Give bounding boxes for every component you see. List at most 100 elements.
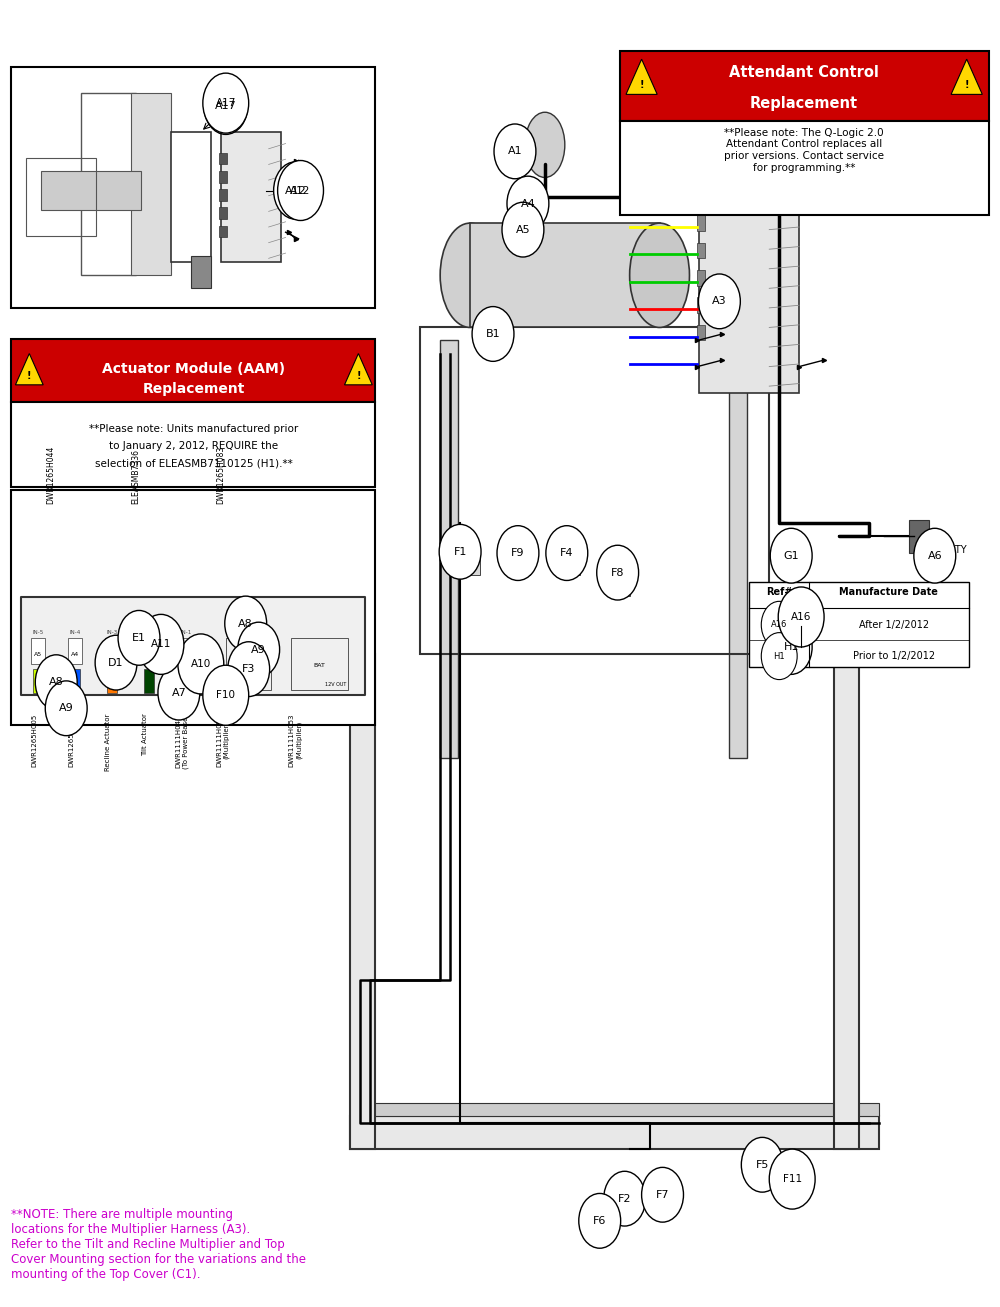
Text: A7: A7 [172,687,186,698]
Text: A12: A12 [290,186,311,196]
Ellipse shape [440,223,500,328]
Circle shape [502,203,544,257]
Text: DWR1111H053
(Multiplier): DWR1111H053 (Multiplier) [216,714,230,767]
Text: E1: E1 [132,633,146,643]
Circle shape [228,642,270,697]
Bar [350,1103,879,1116]
Bar [226,638,271,690]
Bar [41,171,141,210]
Bar [909,520,929,553]
Text: **NOTE: There are multiple mounting
locations for the Multiplier Harness (A3).
R: **NOTE: There are multiple mounting loca… [11,1208,306,1281]
Text: **Please note: Units manufactured prior: **Please note: Units manufactured prior [89,425,298,434]
Text: IN-5: IN-5 [33,630,44,635]
Circle shape [158,665,200,720]
Circle shape [225,596,267,651]
Circle shape [642,1167,683,1222]
Text: A10: A10 [191,659,211,669]
Bar [440,341,458,758]
Text: **Please note: The Q-Logic 2.0
Attendant Control replaces all
prior versions. Co: **Please note: The Q-Logic 2.0 Attendant… [724,128,884,173]
Text: A3: A3 [712,297,727,306]
Text: IN-1: IN-1 [180,630,191,635]
Text: A17: A17 [216,98,236,108]
Text: !: ! [356,371,361,382]
Text: Actuator Module (AAM): Actuator Module (AAM) [102,362,285,376]
Text: Attendant Control: Attendant Control [729,64,879,80]
Bar [697,325,705,341]
Circle shape [546,525,588,580]
Text: A12: A12 [285,186,306,196]
Bar [70,669,80,693]
Bar [106,631,161,647]
Circle shape [45,681,87,736]
Bar [697,271,705,286]
Polygon shape [345,353,372,384]
Text: Replacement: Replacement [750,97,858,111]
Bar [697,298,705,314]
Text: A2: A2 [145,652,153,657]
Bar [749,582,969,667]
Circle shape [494,124,536,179]
Text: A16: A16 [791,612,811,622]
Polygon shape [626,59,657,94]
Bar [11,490,375,725]
Text: DWR1265H083: DWR1265H083 [216,446,225,503]
Circle shape [770,620,812,674]
Text: After 1/2/2012: After 1/2/2012 [859,620,929,630]
Text: Prior to 1/2/2012: Prior to 1/2/2012 [853,651,935,661]
Text: A6: A6 [927,550,942,561]
Circle shape [741,1137,783,1192]
Text: F8: F8 [611,567,624,578]
Bar [66,686,84,702]
Text: F3: F3 [242,664,255,674]
Polygon shape [15,353,43,384]
Text: IN-3: IN-3 [106,630,118,635]
Text: A8: A8 [49,677,64,687]
Circle shape [178,634,224,694]
Text: Replacement: Replacement [143,382,245,396]
Circle shape [761,633,797,680]
Bar [780,1174,802,1195]
Text: Ref#: Ref# [766,587,792,597]
Text: Tilt Actuator: Tilt Actuator [142,714,148,757]
Bar [697,216,705,231]
Text: A17: A17 [215,101,237,111]
Bar [588,1216,610,1236]
Bar [460,552,480,575]
Text: A3: A3 [108,652,116,657]
Text: F1: F1 [453,546,467,557]
Circle shape [472,307,514,361]
Circle shape [914,528,956,583]
Bar [834,654,859,1149]
Bar [41,660,59,676]
Bar [105,638,119,664]
Bar [420,328,769,654]
Circle shape [203,73,249,133]
Circle shape [497,525,539,580]
Bar [81,93,136,276]
Text: A1: A1 [508,146,522,157]
Text: F9: F9 [511,548,525,558]
Bar [651,1189,673,1210]
Ellipse shape [630,223,689,328]
Bar [11,340,375,401]
Text: Recline Actuator: Recline Actuator [105,714,111,771]
Circle shape [579,1193,621,1248]
Text: IN-2: IN-2 [143,630,155,635]
Bar [510,552,530,575]
Circle shape [95,635,137,690]
Text: F6: F6 [593,1216,606,1226]
Text: H1: H1 [773,652,785,660]
Bar [219,153,227,165]
Circle shape [778,587,824,647]
Bar [219,208,227,220]
Bar [181,669,191,693]
Text: DWR1111H047
(To Power Base): DWR1111H047 (To Power Base) [175,714,189,769]
Bar [750,1159,772,1180]
Bar [219,190,227,201]
Bar [620,51,989,122]
Text: F10: F10 [216,690,235,701]
Circle shape [769,1149,815,1209]
Bar [191,256,211,289]
Text: to January 2, 2012, REQUIRE the: to January 2, 2012, REQUIRE the [109,442,278,451]
Bar [560,552,580,575]
